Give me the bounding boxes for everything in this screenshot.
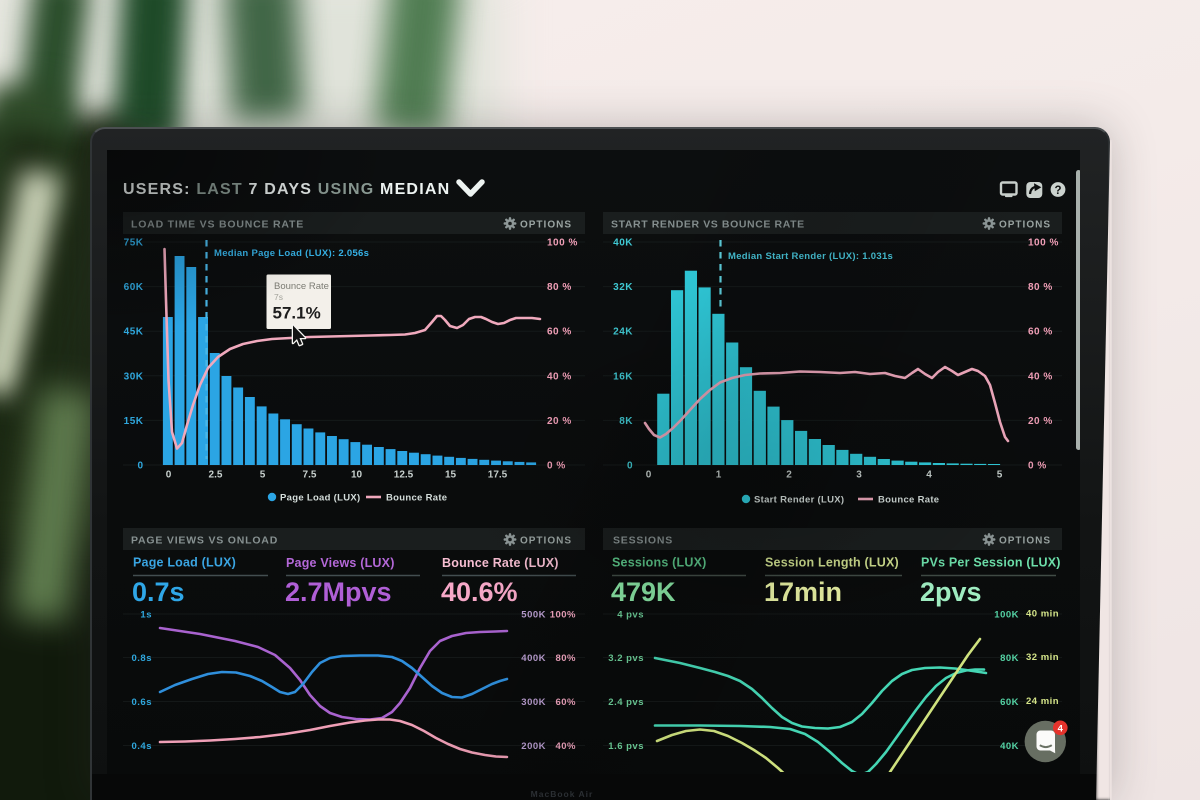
svg-text:40 %: 40 % bbox=[547, 371, 572, 382]
svg-text:57.1%: 57.1% bbox=[273, 304, 321, 323]
svg-text:0 %: 0 % bbox=[547, 461, 566, 472]
svg-text:Bounce Rate: Bounce Rate bbox=[386, 493, 447, 504]
svg-text:500K: 500K bbox=[521, 610, 546, 621]
svg-text:0: 0 bbox=[166, 470, 172, 481]
svg-text:40 min: 40 min bbox=[1026, 609, 1059, 620]
svg-text:40%: 40% bbox=[555, 741, 576, 752]
svg-text:100 %: 100 % bbox=[547, 238, 578, 249]
svg-text:80 %: 80 % bbox=[547, 282, 572, 293]
svg-text:17min: 17min bbox=[764, 577, 842, 607]
svg-text:7.5: 7.5 bbox=[303, 470, 317, 481]
svg-text:15K: 15K bbox=[124, 416, 144, 427]
svg-text:80 %: 80 % bbox=[1028, 282, 1053, 293]
svg-text:15: 15 bbox=[445, 470, 457, 481]
svg-text:OPTIONS: OPTIONS bbox=[520, 220, 572, 231]
svg-text:Median Start Render (LUX): 1.0: Median Start Render (LUX): 1.031s bbox=[728, 251, 893, 262]
svg-text:1.6 pvs: 1.6 pvs bbox=[608, 741, 644, 752]
svg-text:60 %: 60 % bbox=[1028, 327, 1053, 338]
svg-text:0: 0 bbox=[137, 461, 143, 472]
svg-text:80%: 80% bbox=[555, 653, 576, 664]
svg-text:10: 10 bbox=[351, 470, 363, 481]
svg-text:60%: 60% bbox=[555, 697, 576, 708]
svg-text:Median Page Load (LUX): 2.056s: Median Page Load (LUX): 2.056s bbox=[214, 248, 369, 259]
svg-text:Start Render (LUX): Start Render (LUX) bbox=[754, 495, 844, 506]
svg-text:2pvs: 2pvs bbox=[920, 577, 982, 607]
svg-text:60K: 60K bbox=[1000, 697, 1019, 708]
svg-text:5: 5 bbox=[260, 470, 266, 481]
svg-text:PAGE VIEWS VS ONLOAD: PAGE VIEWS VS ONLOAD bbox=[131, 535, 278, 547]
svg-text:0: 0 bbox=[627, 461, 633, 472]
svg-text:100K: 100K bbox=[994, 610, 1019, 621]
svg-text:40 %: 40 % bbox=[1028, 371, 1053, 382]
svg-text:3.2 pvs: 3.2 pvs bbox=[608, 653, 644, 664]
svg-text:20 %: 20 % bbox=[1028, 416, 1053, 427]
svg-text:3: 3 bbox=[856, 470, 862, 481]
svg-text:OPTIONS: OPTIONS bbox=[999, 220, 1051, 231]
svg-text:400K: 400K bbox=[521, 653, 546, 664]
svg-text:16K: 16K bbox=[613, 371, 633, 382]
svg-text:2.4 pvs: 2.4 pvs bbox=[608, 697, 644, 708]
svg-text:Page Load (LUX): Page Load (LUX) bbox=[280, 493, 361, 504]
svg-text:OPTIONS: OPTIONS bbox=[520, 536, 572, 547]
svg-text:2.7Mpvs: 2.7Mpvs bbox=[285, 577, 392, 607]
svg-text:Sessions (LUX): Sessions (LUX) bbox=[612, 556, 707, 570]
svg-text:40K: 40K bbox=[613, 238, 633, 249]
svg-text:2: 2 bbox=[786, 470, 792, 481]
svg-text:2.5: 2.5 bbox=[209, 470, 223, 481]
svg-text:0.4s: 0.4s bbox=[132, 741, 153, 752]
svg-text:LOAD TIME VS BOUNCE RATE: LOAD TIME VS BOUNCE RATE bbox=[131, 219, 304, 231]
svg-text:60 %: 60 % bbox=[547, 327, 572, 338]
svg-text:24 min: 24 min bbox=[1026, 696, 1059, 707]
svg-text:17.5: 17.5 bbox=[488, 470, 508, 481]
svg-text:7s: 7s bbox=[274, 292, 283, 302]
svg-text:Bounce Rate: Bounce Rate bbox=[878, 495, 939, 506]
svg-text:479K: 479K bbox=[611, 577, 676, 607]
svg-text:0.8s: 0.8s bbox=[132, 653, 153, 664]
svg-text:0 %: 0 % bbox=[1028, 461, 1047, 472]
svg-text:Bounce Rate: Bounce Rate bbox=[274, 281, 329, 292]
svg-text:32K: 32K bbox=[613, 282, 633, 293]
svg-text:0: 0 bbox=[646, 470, 652, 481]
svg-text:60K: 60K bbox=[124, 282, 144, 293]
svg-text:100 %: 100 % bbox=[1028, 238, 1059, 249]
svg-text:24K: 24K bbox=[613, 327, 633, 338]
svg-text:20 %: 20 % bbox=[547, 416, 572, 427]
svg-text:Session Length (LUX): Session Length (LUX) bbox=[765, 556, 899, 570]
svg-text:PVs Per Session (LUX): PVs Per Session (LUX) bbox=[921, 556, 1061, 570]
svg-text:1: 1 bbox=[716, 470, 722, 481]
svg-text:USERS: LAST 7 DAYS USING MEDIA: USERS: LAST 7 DAYS USING MEDIAN bbox=[123, 181, 450, 198]
svg-text:200K: 200K bbox=[521, 741, 546, 752]
svg-text:40K: 40K bbox=[1000, 741, 1019, 752]
svg-text:8K: 8K bbox=[619, 416, 633, 427]
svg-text:80K: 80K bbox=[1000, 653, 1019, 664]
svg-text:45K: 45K bbox=[124, 327, 144, 338]
svg-text:1s: 1s bbox=[140, 610, 152, 621]
svg-text:4: 4 bbox=[926, 470, 932, 481]
svg-text:Page Load (LUX): Page Load (LUX) bbox=[133, 556, 236, 570]
svg-text:32 min: 32 min bbox=[1026, 652, 1059, 663]
svg-text:100%: 100% bbox=[550, 610, 576, 621]
svg-text:OPTIONS: OPTIONS bbox=[999, 536, 1051, 547]
svg-text:4: 4 bbox=[1058, 723, 1064, 734]
svg-text:30K: 30K bbox=[124, 371, 144, 382]
svg-text:5: 5 bbox=[997, 470, 1003, 481]
svg-text:4 pvs: 4 pvs bbox=[617, 610, 644, 621]
svg-text:75K: 75K bbox=[124, 238, 144, 249]
svg-text:0.7s: 0.7s bbox=[132, 577, 185, 607]
svg-text:SESSIONS: SESSIONS bbox=[613, 535, 673, 547]
svg-text:300K: 300K bbox=[521, 697, 546, 708]
svg-text:START RENDER VS BOUNCE RATE: START RENDER VS BOUNCE RATE bbox=[611, 219, 805, 231]
svg-text:0.6s: 0.6s bbox=[132, 697, 153, 708]
svg-text:Bounce Rate (LUX): Bounce Rate (LUX) bbox=[442, 556, 559, 570]
svg-text:40.6%: 40.6% bbox=[441, 577, 518, 607]
svg-text:?: ? bbox=[1054, 185, 1061, 197]
svg-text:12.5: 12.5 bbox=[394, 470, 414, 481]
svg-text:Page Views (LUX): Page Views (LUX) bbox=[286, 556, 395, 570]
